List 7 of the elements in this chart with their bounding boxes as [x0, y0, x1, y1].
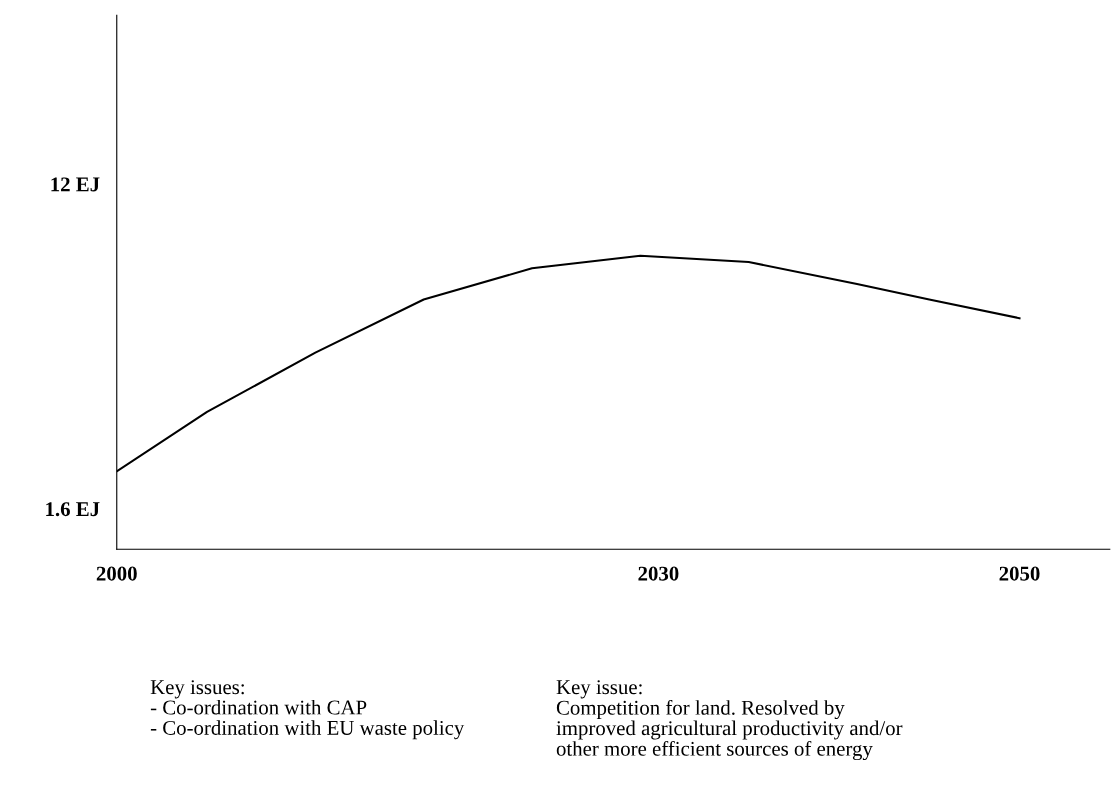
x-tick-label: 2030 — [638, 566, 679, 581]
y-tick-label: 1.6 EJ — [46, 502, 100, 517]
x-tick-label: 2000 — [96, 566, 137, 581]
text: Key issue: Competition for land. Resolved by improved agricultural productivity and/or other more efficient sources of energy — [556, 680, 903, 761]
y-tick-label: 12 EJ — [51, 177, 100, 192]
text: Key issues: - Co-ordination with CAP - Co-ordination with EU waste policy — [150, 680, 465, 740]
x-tick-label: 2050 — [999, 566, 1040, 581]
